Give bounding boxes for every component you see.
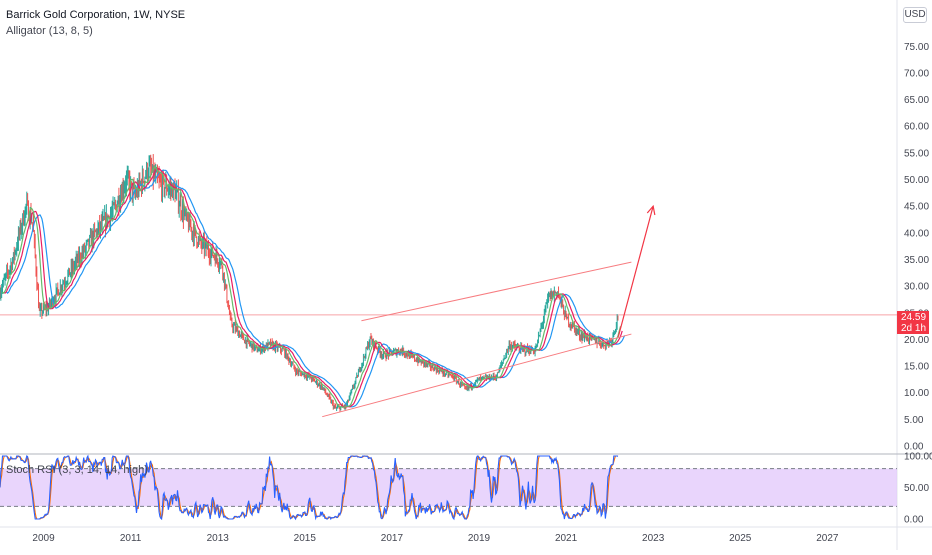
time-tick-label: 2017 (381, 533, 404, 544)
price-tick-label: 75.00 (904, 42, 929, 53)
price-tick-label: 35.00 (904, 255, 929, 266)
price-tick-label: 5.00 (904, 415, 924, 426)
indicator-label[interactable]: Alligator (13, 8, 5) (6, 25, 93, 37)
last-price-tag: 24.59 2d 1h (897, 311, 929, 334)
price-tick-label: 70.00 (904, 68, 929, 79)
alligator-jaw-line (6, 169, 626, 408)
time-tick-label: 2009 (32, 533, 55, 544)
oscillator-tick-label: 0.00 (904, 515, 924, 526)
time-tick-label: 2013 (207, 533, 230, 544)
time-tick-label: 2021 (555, 533, 578, 544)
stoch-k-line (0, 454, 619, 521)
time-tick-label: 2027 (816, 533, 839, 544)
oscillator-tick-label: 50.00 (904, 483, 929, 494)
bar-countdown: 2d 1h (901, 323, 927, 334)
price-tick-label: 40.00 (904, 228, 929, 239)
channel-upper-line (361, 261, 632, 322)
stoch-band (0, 468, 897, 507)
oscillator-label[interactable]: Stoch RSI (3, 3, 14, 14, high) (6, 464, 148, 476)
currency-badge[interactable]: USD (903, 7, 927, 23)
alligator-teeth-line (3, 167, 623, 408)
oscillator-tick-label: 100.00 (904, 452, 932, 463)
price-tick-label: 45.00 (904, 202, 929, 213)
price-tick-label: 55.00 (904, 148, 929, 159)
chart-title: Barrick Gold Corporation, 1W, NYSE (6, 9, 186, 21)
price-tick-label: 0.00 (904, 442, 924, 453)
price-tick-label: 65.00 (904, 95, 929, 106)
price-tick-label: 50.00 (904, 175, 929, 186)
price-tick-label: 15.00 (904, 362, 929, 373)
price-tick-label: 10.00 (904, 388, 929, 399)
time-tick-label: 2019 (468, 533, 491, 544)
forecast-arrow-line (617, 205, 654, 337)
alligator-lips-line (2, 165, 622, 408)
last-price-value: 24.59 (901, 312, 927, 323)
channel-lower-line (322, 333, 632, 418)
time-tick-label: 2023 (642, 533, 665, 544)
time-tick-label: 2011 (120, 533, 142, 544)
price-tick-label: 20.00 (904, 335, 929, 346)
forecast-arrow-head (646, 204, 656, 216)
time-tick-label: 2025 (729, 533, 752, 544)
time-tick-label: 2015 (294, 533, 317, 544)
price-tick-label: 60.00 (904, 122, 929, 133)
price-tick-label: 30.00 (904, 282, 929, 293)
